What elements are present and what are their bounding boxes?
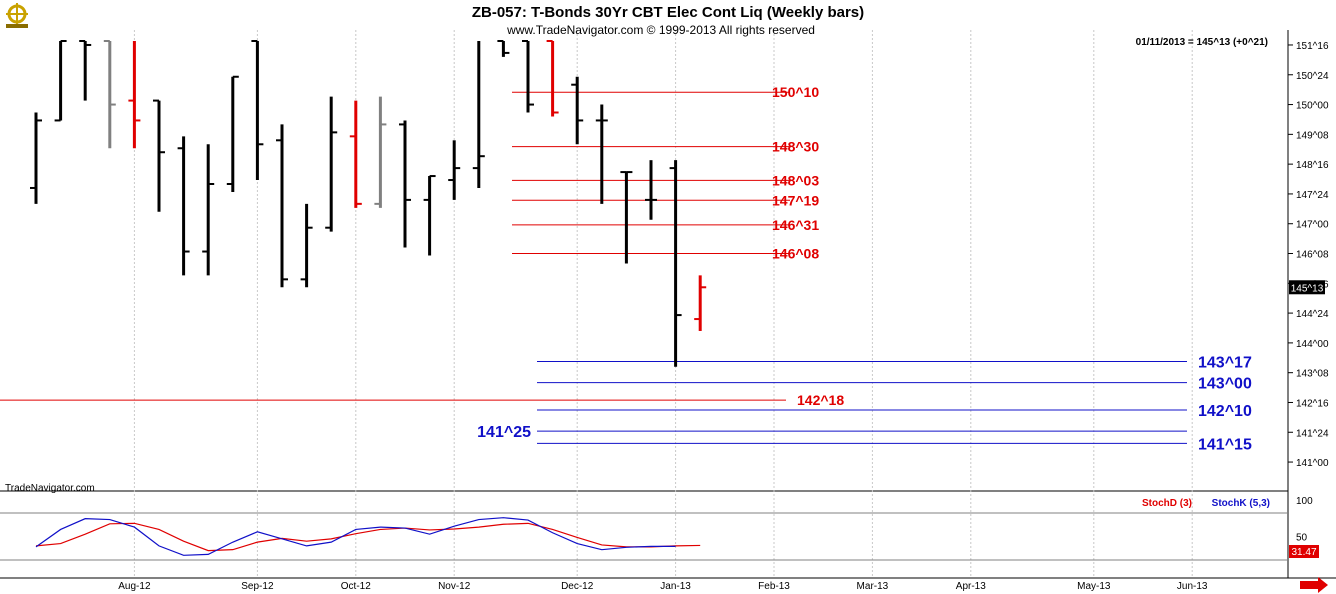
stoch-y-tick-label: 50: [1296, 533, 1308, 544]
ohlc-bar: [177, 136, 190, 276]
x-tick-label: Aug-12: [118, 581, 151, 592]
legend-stochk: StochK (5,3): [1212, 498, 1270, 509]
x-tick-label: Dec-12: [561, 581, 594, 592]
resistance-label: 146^31: [772, 217, 819, 233]
ohlc-bar: [694, 275, 707, 331]
ohlc-bar: [595, 104, 608, 204]
resistance-label: 142^18: [797, 392, 844, 408]
watermark-text: TradeNavigator.com: [5, 483, 95, 494]
stochk-series-line: [35, 517, 676, 556]
resistance-label: 148^30: [772, 139, 819, 155]
y-tick-label: 147^24: [1296, 190, 1329, 201]
price-y-ticks: 151^16 150^24 150^00 149^08 148^16 147^24 147^…: [1288, 41, 1329, 469]
ohlc-bar: [202, 144, 215, 276]
y-tick-label: 147^00: [1296, 220, 1329, 231]
x-tick-label: Jun-13: [1177, 581, 1208, 592]
y-tick-label: 141^00: [1296, 458, 1329, 469]
x-tick-label: Jan-13: [660, 581, 691, 592]
svg-text:145^13: 145^13: [1291, 283, 1324, 294]
ohlc-bar: [669, 160, 682, 367]
ohlc-bar: [103, 40, 116, 149]
ohlc-bar: [79, 40, 92, 101]
y-tick-label: 151^16: [1296, 41, 1329, 52]
x-tick-label: Mar-13: [857, 581, 889, 592]
x-tick-label: May-13: [1077, 581, 1111, 592]
stoch-value-badge: 31.47: [1289, 545, 1319, 558]
current-price-badge: 145^13: [1289, 280, 1325, 295]
price-bars: [30, 40, 707, 367]
x-ticks: Aug-12 Sep-12 Oct-12 Nov-12 Dec-12 Jan-13 Feb-…: [118, 581, 1208, 592]
x-tick-label: Apr-13: [956, 581, 986, 592]
support-label: 142^10: [1198, 403, 1252, 420]
ohlc-bar: [497, 40, 510, 57]
ohlc-bar: [448, 140, 461, 200]
ohlc-bar: [30, 112, 42, 204]
x-tick-label: Feb-13: [758, 581, 790, 592]
y-tick-label: 149^08: [1296, 130, 1329, 141]
tradenavigator-logo-icon[interactable]: [4, 2, 30, 30]
ohlc-bar: [472, 41, 485, 188]
y-tick-label: 141^24: [1296, 428, 1329, 439]
stochastic-pane: 100 50: [0, 496, 1313, 561]
x-tick-label: Sep-12: [241, 581, 274, 592]
ohlc-bar: [423, 175, 436, 256]
svg-text:31.47: 31.47: [1291, 547, 1316, 558]
x-tick-label: Nov-12: [438, 581, 471, 592]
y-tick-label: 150^00: [1296, 101, 1329, 112]
ohlc-bar: [349, 100, 362, 208]
y-tick-label: 143^08: [1296, 369, 1329, 380]
y-tick-label: 144^00: [1296, 339, 1329, 350]
resistance-label: 146^08: [772, 246, 819, 262]
y-tick-label: 150^24: [1296, 71, 1329, 82]
y-tick-label: 144^24: [1296, 309, 1329, 320]
support-label: 143^17: [1198, 355, 1252, 372]
ohlc-bar: [546, 40, 559, 117]
ohlc-bar: [399, 120, 411, 248]
y-tick-label: 142^16: [1296, 398, 1329, 409]
price-pane-background: [0, 30, 1288, 578]
ohlc-bar: [620, 171, 633, 264]
ohlc-bar: [276, 124, 288, 288]
resistance-label: 147^19: [772, 192, 819, 208]
support-label: 141^15: [1198, 436, 1252, 453]
price-levels: 150^10 148^30 148^03 147^19 146^31 146^08 142^…: [0, 84, 1252, 453]
y-tick-label: 148^16: [1296, 160, 1329, 171]
y-tick-label: 146^08: [1296, 250, 1329, 261]
ohlc-bar: [226, 75, 239, 192]
vertical-gridlines: [133, 30, 1193, 578]
ohlc-bar: [300, 203, 313, 288]
support-label: 143^00: [1198, 376, 1252, 393]
ohlc-bar: [54, 40, 67, 122]
resistance-label: 148^03: [772, 172, 819, 188]
ohlc-bar: [251, 40, 264, 181]
support-label: 141^25: [477, 424, 531, 441]
ohlc-bar: [374, 96, 387, 208]
ohlc-bar: [522, 40, 534, 113]
stochd-series-line: [35, 522, 701, 552]
copyright-text: www.TradeNavigator.com © 1999-2013 All r…: [506, 23, 815, 37]
scroll-right-arrow-icon[interactable]: [1300, 577, 1328, 593]
ohlc-bar: [645, 160, 657, 220]
chart-title: ZB-057: T-Bonds 30Yr CBT Elec Cont Liq (…: [472, 4, 864, 21]
ohlc-bar: [571, 76, 584, 145]
resistance-label: 150^10: [772, 84, 819, 100]
x-tick-label: Oct-12: [341, 581, 371, 592]
ohlc-bar: [325, 96, 338, 232]
legend-stochd: StochD (3): [1142, 498, 1192, 509]
ohlc-bar: [128, 41, 141, 149]
stoch-y-tick-label: 100: [1296, 496, 1313, 507]
last-bar-readout: 01/11/2013 = 145^13 (+0^21): [1136, 37, 1268, 48]
ohlc-bar: [153, 99, 165, 212]
